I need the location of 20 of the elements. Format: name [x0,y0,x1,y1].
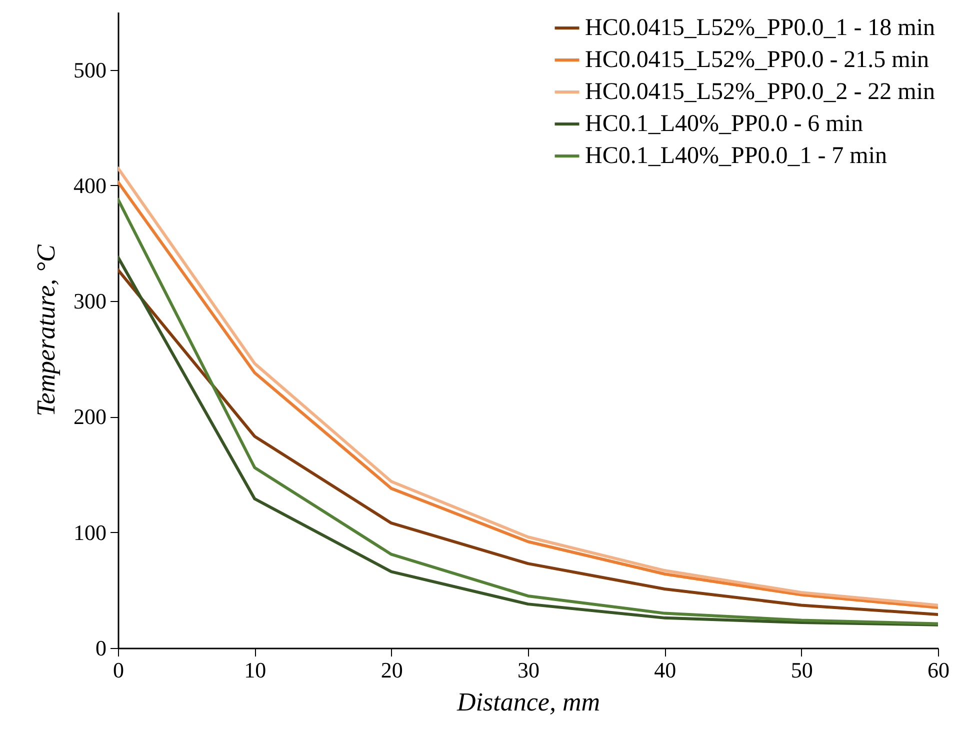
x-tick-label: 50 [790,658,813,682]
y-tick-label: 500 [74,57,106,82]
y-tick-label: 400 [74,172,106,198]
y-tick-label: 300 [74,288,106,314]
y-tick-label: 0 [96,636,106,660]
x-tick-label: 60 [928,658,950,682]
x-axis-title: Distance, mm [456,688,600,716]
x-tick-label: 10 [244,658,266,682]
x-tick-label: 0 [113,658,124,682]
legend-label: HC0.0415_L52%_PP0.0_1 - 18 min [585,15,936,41]
legend-label: HC0.0415_L52%_PP0.0 - 21.5 min [585,47,930,73]
x-tick-label: 40 [654,658,676,682]
y-tick-label: 200 [74,404,106,430]
legend-label: HC0.0415_L52%_PP0.0_2 - 22 min [585,79,936,105]
y-axis-title: Temperature, °C [32,244,60,416]
legend-label: HC0.1_L40%_PP0.0 - 6 min [585,111,864,137]
legend-label: HC0.1_L40%_PP0.0_1 - 7 min [585,143,888,169]
x-tick-label: 20 [380,658,403,682]
y-tick-label: 100 [74,520,106,545]
x-tick-label: 30 [518,658,540,682]
